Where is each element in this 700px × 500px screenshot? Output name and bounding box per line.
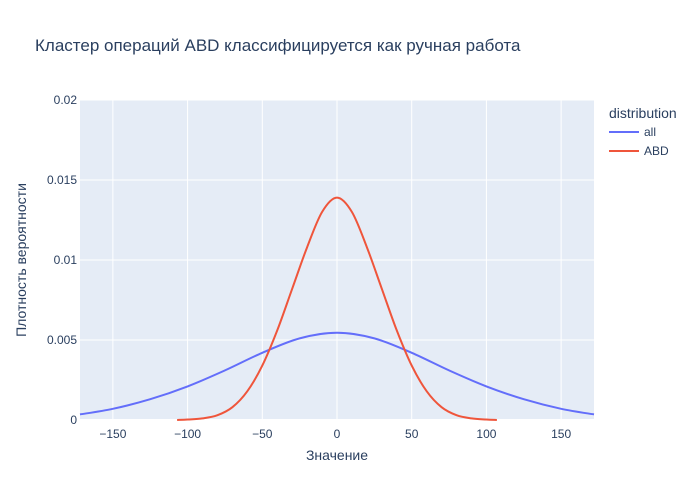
legend-item-abd[interactable]: ABD — [609, 144, 669, 158]
x-tick-label: 0 — [334, 427, 341, 441]
legend-items[interactable]: all ABD — [609, 125, 669, 158]
x-tick-label: 100 — [476, 427, 496, 441]
y-tick-label: 0.005 — [47, 333, 77, 347]
grid — [80, 99, 594, 421]
legend-item-all[interactable]: all — [609, 125, 656, 139]
x-tick-label: 50 — [405, 427, 419, 441]
x-tick-labels: −150 −100 −50 0 50 100 150 — [99, 427, 571, 441]
series-line-all — [79, 331, 595, 416]
legend-label: all — [644, 125, 656, 139]
x-tick-label: −50 — [252, 427, 273, 441]
legend[interactable]: distribution all ABD — [609, 105, 677, 158]
series-line-abd — [177, 196, 497, 421]
y-axis-title: Плотность вероятности — [13, 183, 29, 337]
x-tick-label: −150 — [99, 427, 126, 441]
y-tick-labels: 0 0.005 0.01 0.015 0.02 — [47, 93, 77, 427]
legend-title: distribution — [609, 105, 677, 121]
legend-label: ABD — [644, 144, 669, 158]
x-tick-label: −100 — [174, 427, 201, 441]
series-layer — [79, 196, 595, 421]
y-tick-label: 0.015 — [47, 173, 77, 187]
x-axis-title: Значение — [306, 447, 368, 463]
y-tick-label: 0.01 — [54, 253, 78, 267]
y-tick-label: 0.02 — [54, 93, 78, 107]
x-tick-label: 150 — [551, 427, 571, 441]
y-tick-label: 0 — [70, 413, 77, 427]
chart-title: Кластер операций ABD классифицируется ка… — [35, 36, 521, 55]
